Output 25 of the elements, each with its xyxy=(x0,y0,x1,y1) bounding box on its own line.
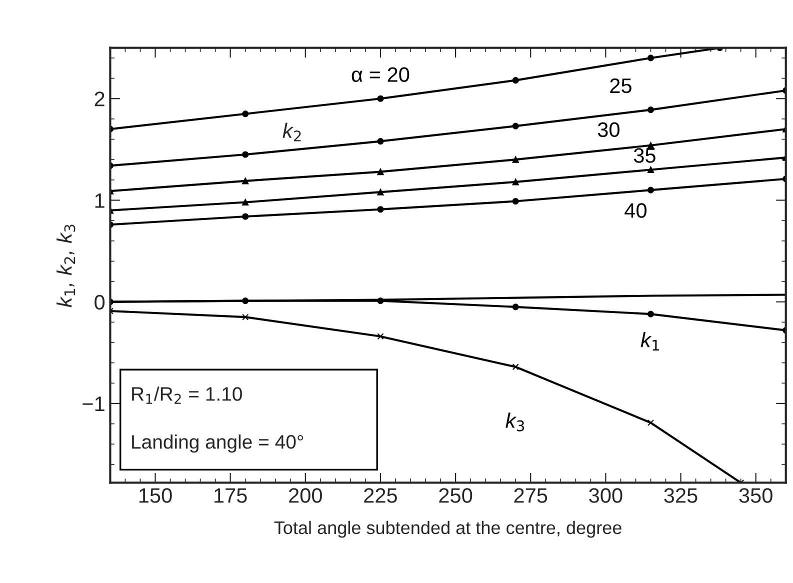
y-tick-label: 0 xyxy=(94,294,105,310)
series-label: 40 xyxy=(624,203,646,218)
series-label: α = 20 xyxy=(352,67,410,82)
y-tick-label: −1 xyxy=(82,396,104,412)
x-tick-label: 225 xyxy=(364,488,397,503)
y-tick-label: 1 xyxy=(95,193,104,208)
annotation: R$_{1}$/R$_{2}$ = 1.10 xyxy=(132,386,242,404)
series-label: 35 xyxy=(634,148,656,163)
x-tick-label: 325 xyxy=(664,488,698,503)
y-tick-label: 2 xyxy=(94,92,104,106)
series-label: k$_{1}$ xyxy=(640,332,659,351)
series-label: 30 xyxy=(598,122,620,138)
series-label: k$_{3}$ xyxy=(506,412,524,432)
annotation: k$_{2}$ xyxy=(282,122,301,142)
annotation: Landing angle = 40° xyxy=(132,434,304,453)
series-label: 25 xyxy=(610,78,632,94)
x-tick-label: 150 xyxy=(139,488,172,503)
x-tick-label: 350 xyxy=(739,488,772,503)
x-tick-label: 250 xyxy=(439,488,472,503)
x-tick-label: 275 xyxy=(514,488,548,503)
y-axis-title: k$_{1}$, k$_{2}$, k$_{3}$ xyxy=(56,224,76,308)
x-tick-label: 175 xyxy=(214,488,247,503)
x-tick-label: 300 xyxy=(589,488,622,503)
x-axis-title: Total angle subtended at the centre, degree xyxy=(274,520,622,538)
x-tick-label: 200 xyxy=(289,488,322,503)
